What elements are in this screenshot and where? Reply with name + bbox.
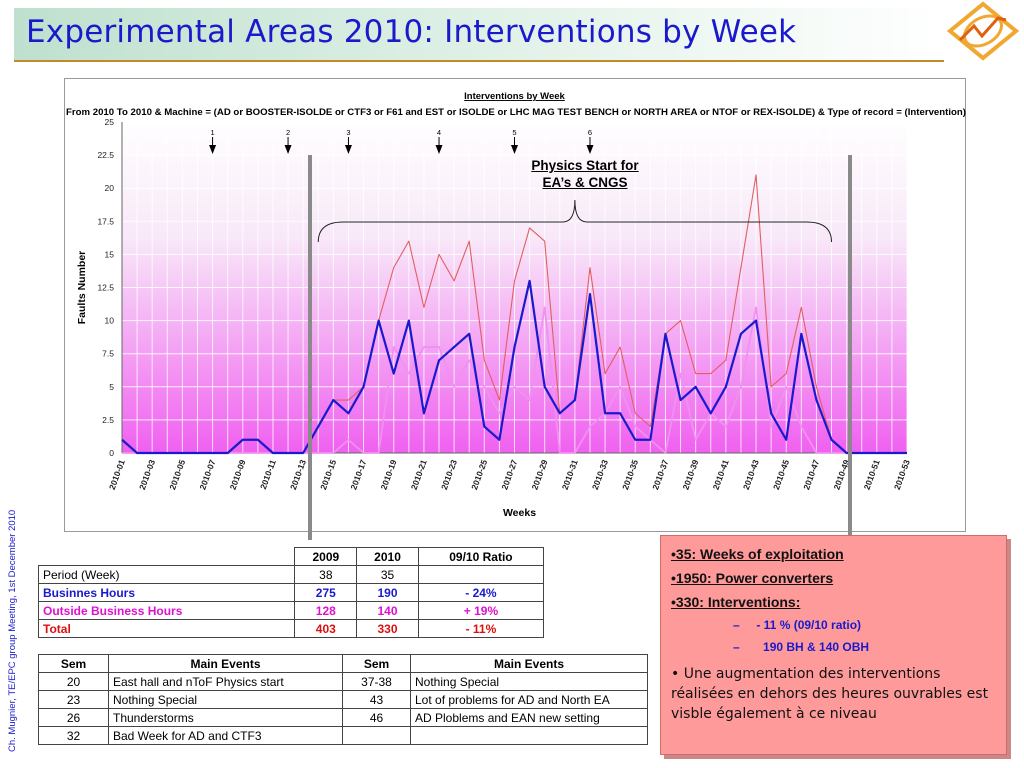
- note-interventions: •330: Interventions:: [671, 594, 801, 610]
- chart-title: Interventions by Week: [464, 91, 565, 102]
- x-tick-label: 2010-51: [862, 458, 882, 491]
- x-tick-label: 2010-13: [288, 458, 308, 491]
- y-tick-label: 0: [109, 448, 114, 458]
- x-tick-label: 2010-31: [560, 458, 580, 491]
- y-tick-label: 15: [105, 249, 115, 259]
- y-tick-label: 12.5: [97, 283, 114, 293]
- week-marker-label: 5: [512, 128, 516, 137]
- annotation-brace: [317, 199, 833, 243]
- x-tick-label: 2010-03: [137, 458, 157, 491]
- week-marker-label: 1: [210, 128, 214, 137]
- x-tick-label: 2010-53: [892, 458, 912, 491]
- x-tick-label: 2010-05: [167, 458, 187, 491]
- x-tick-label: 2010-45: [771, 458, 791, 491]
- table-header: [38, 547, 296, 566]
- x-tick-label: 2010-41: [711, 458, 731, 491]
- chart-subtitle: From 2010 To 2010 & Machine = (AD or BOO…: [66, 107, 966, 117]
- table-header: Main Events: [108, 654, 343, 673]
- note-bh-obh: – 190 BH & 140 OBH: [733, 640, 870, 654]
- week-marker-label: 4: [437, 128, 441, 137]
- x-tick-label: 2010-27: [499, 458, 519, 491]
- y-tick-label: 25: [105, 117, 115, 127]
- table-row: Total 403 330 - 11%: [37, 619, 545, 638]
- note-power-converters: •1950: Power converters: [671, 570, 834, 586]
- x-axis-label: Weeks: [503, 507, 536, 519]
- chart-frame: Interventions by Week From 2010 To 2010 &…: [64, 78, 966, 532]
- x-tick-label: 2010-15: [318, 458, 338, 491]
- cern-logo-icon: [946, 1, 1020, 61]
- title-bar: [14, 8, 944, 60]
- x-tick-label: 2010-11: [258, 458, 278, 491]
- events-table: Sem Main Events Sem Main Events 20 East h…: [38, 654, 648, 745]
- y-tick-label: 7.5: [102, 349, 114, 359]
- x-tick-label: 2010-09: [228, 458, 248, 491]
- slide-title: Experimental Areas 2010: Interventions b…: [26, 14, 797, 50]
- table-row: 32 Bad Week for AD and CTF3: [38, 726, 648, 745]
- week-marker-arrow-icon: [511, 145, 518, 154]
- x-tick-label: 2010-47: [801, 458, 821, 491]
- y-tick-label: 2.5: [102, 415, 114, 425]
- y-tick-label: 5: [109, 382, 114, 392]
- summary-notes: •35: Weeks of exploitation •1950: Power …: [660, 535, 1007, 755]
- week-marker-label: 3: [346, 128, 350, 137]
- week-marker-arrow-icon: [435, 145, 443, 154]
- y-tick-label: 22.5: [97, 150, 114, 160]
- week-marker-arrow-icon: [209, 145, 217, 154]
- week-marker-arrow-icon: [344, 145, 352, 154]
- series-line-2: [122, 306, 907, 454]
- x-tick-label: 2010-23: [439, 458, 459, 491]
- side-note: Ch. Mugnier, TE/EPC group Meeting, 1st D…: [7, 509, 18, 752]
- table-header: 2010: [356, 547, 419, 566]
- x-tick-label: 2010-37: [650, 458, 670, 491]
- table-row: Outside Business Hours 128 140 + 19%: [37, 601, 545, 620]
- table-row: 20 East hall and nToF Physics start 37-38…: [38, 672, 648, 691]
- x-tick-label: 2010-17: [348, 458, 368, 491]
- y-tick-label: 20: [105, 183, 115, 193]
- table-row: Period (Week) 38 35: [37, 565, 545, 584]
- x-tick-label: 2010-01: [107, 458, 127, 491]
- x-tick-label: 2010-25: [469, 458, 489, 491]
- table-row: Businnes Hours 275 190 - 24%: [37, 583, 545, 602]
- period-start-marker: [308, 155, 312, 540]
- x-tick-label: 2010-43: [741, 458, 761, 491]
- x-tick-label: 2010-33: [590, 458, 610, 491]
- title-underline: [14, 60, 944, 62]
- physics-start-annotation: Physics Start for EA’s & CNGS: [531, 158, 639, 190]
- week-marker-arrow-icon: [586, 145, 594, 154]
- interventions-chart: Interventions by Week From 2010 To 2010 &…: [66, 91, 966, 519]
- week-marker-label: 6: [588, 128, 592, 137]
- x-tick-label: 2010-39: [680, 458, 700, 491]
- y-axis-label: Faults Number: [76, 251, 88, 325]
- week-marker-label: 2: [286, 128, 290, 137]
- x-tick-label: 2010-21: [409, 458, 429, 491]
- table-header: Sem: [38, 654, 109, 673]
- x-tick-label: 2010-19: [379, 458, 399, 491]
- note-ratio: – - 11 % (09/10 ratio): [733, 618, 862, 632]
- note-paragraph: • Une augmentation des interventions réa…: [671, 666, 989, 722]
- x-tick-label: 2010-07: [197, 458, 217, 491]
- table-header: 09/10 Ratio: [417, 547, 545, 566]
- table-header: Sem: [342, 654, 411, 673]
- y-tick-label: 17.5: [97, 216, 114, 226]
- table-header: Main Events: [410, 654, 648, 673]
- comparison-table: 2009 2010 09/10 Ratio Period (Week) 38 3…: [37, 547, 545, 638]
- period-end-marker: [848, 155, 852, 540]
- series-line-0: [121, 279, 907, 455]
- week-marker-arrow-icon: [284, 145, 292, 154]
- x-tick-label: 2010-35: [620, 458, 640, 491]
- table-header: 2009: [294, 547, 358, 566]
- table-row: 26 Thunderstorms 46 AD Ploblems and EAN ne…: [38, 708, 648, 727]
- note-weeks: •35: Weeks of exploitation: [671, 546, 844, 562]
- y-tick-label: 10: [105, 316, 115, 326]
- table-row: 23 Nothing Special 43 Lot of problems for …: [38, 690, 648, 709]
- x-tick-label: 2010-29: [530, 458, 550, 491]
